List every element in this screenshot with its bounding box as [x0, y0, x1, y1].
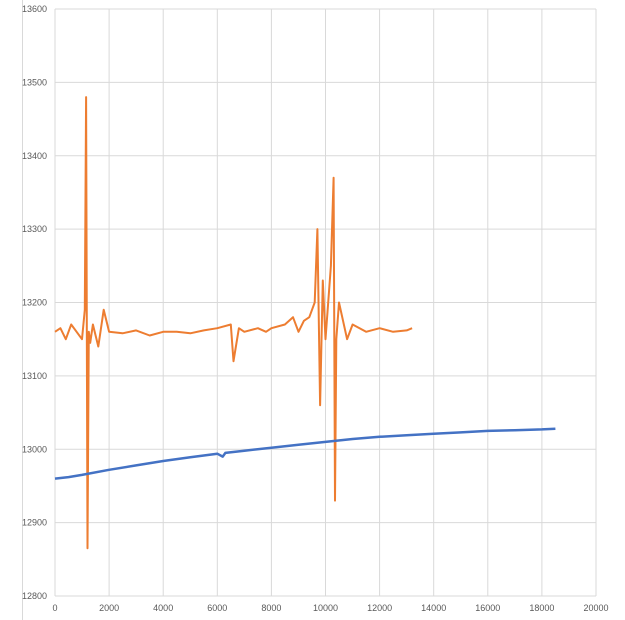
y-tick-label: 12800 [22, 591, 47, 601]
spreadsheet-row-strip [0, 0, 23, 620]
series-line-1 [54, 96, 413, 550]
x-tick-label: 8000 [261, 603, 281, 613]
x-tick-label: 4000 [153, 603, 173, 613]
y-tick-label: 12900 [22, 518, 47, 528]
y-axis-tick-labels: 12800 12900 13000 13100 13200 13300 13400 13500… [22, 4, 47, 601]
series-line-2 [54, 427, 556, 480]
x-axis-tick-labels: 0 2000 4000 6000 8000 10000 12000 14000 16000 180… [52, 603, 608, 613]
x-tick-label: 6000 [207, 603, 227, 613]
y-tick-label: 13300 [22, 224, 47, 234]
x-tick-label: 16000 [475, 603, 500, 613]
y-tick-label: 13600 [22, 4, 47, 14]
x-tick-label: 18000 [529, 603, 554, 613]
x-tick-label: 20000 [583, 603, 608, 613]
chart-gridlines [54, 8, 597, 597]
y-tick-label: 13000 [22, 444, 47, 454]
x-tick-label: 12000 [367, 603, 392, 613]
y-tick-label: 13400 [22, 151, 47, 161]
y-tick-label: 13100 [22, 371, 47, 381]
chart-series-group [54, 96, 556, 550]
x-tick-label: 0 [52, 603, 57, 613]
x-tick-label: 14000 [421, 603, 446, 613]
x-tick-label: 2000 [99, 603, 119, 613]
y-tick-label: 13500 [22, 77, 47, 87]
x-tick-label: 10000 [313, 603, 338, 613]
y-tick-label: 13200 [22, 298, 47, 308]
